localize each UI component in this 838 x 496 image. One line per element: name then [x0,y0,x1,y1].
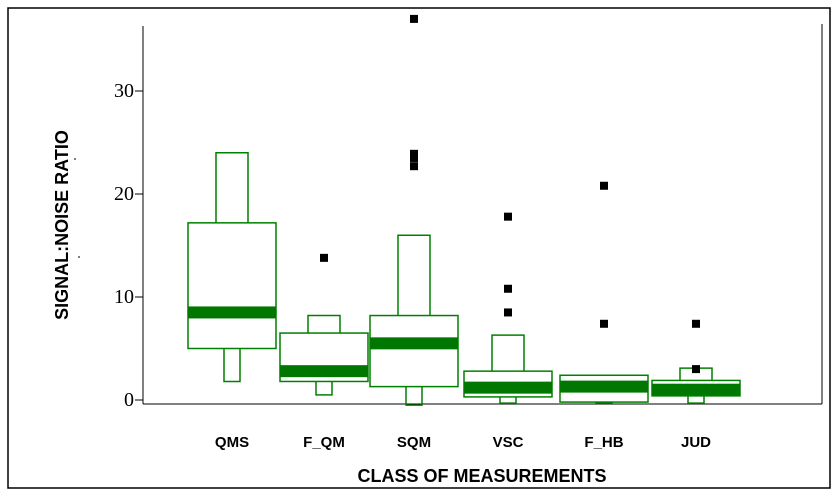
box-jud [651,319,741,404]
outlier-point [692,319,700,328]
category-label: VSC [493,434,524,451]
outlier-point [410,14,418,23]
lower-whisker [499,396,517,404]
upper-whisker [307,314,341,334]
y-tick-label: 20 [114,183,134,205]
boxes [187,14,741,406]
outlier-point [504,308,512,317]
median-bar [280,365,368,378]
box-vsc [463,212,553,404]
lower-whisker [223,348,241,383]
box-sqm [369,14,459,406]
outlier-point [504,284,512,293]
upper-whisker [215,152,249,223]
lower-whisker [405,386,423,406]
category-label: F_QM [303,434,345,451]
category-label: JUD [681,434,711,451]
y-ticks: 0 10 20 30 [114,80,143,411]
category-labels: QMS F_QM SQM VSC F_HB JUD [215,434,711,451]
median-bar [188,306,276,319]
outlier-point [600,181,608,190]
y-tick-label: 10 [114,286,134,308]
outlier-point [600,319,608,328]
y-tick-label: 30 [114,80,134,102]
median-bar [652,383,740,396]
outlier-point [504,212,512,221]
category-label: SQM [397,434,431,451]
category-label: QMS [215,434,249,451]
outlier-point [410,149,418,158]
outlier-point [320,253,328,262]
lower-whisker [687,395,705,404]
median-bar [560,380,648,393]
lower-whisker [315,381,333,396]
box-qms [187,152,277,383]
upper-whisker [491,334,525,372]
outlier-point [692,365,700,374]
outer-border [7,7,831,489]
y-axis-title: SIGNAL:NOISE RATIO [52,130,72,320]
x-axis-title: CLASS OF MEASUREMENTS [357,466,606,486]
y-tick-label: 0 [124,389,134,411]
iqr-box [369,314,459,388]
upper-whisker [397,234,431,316]
median-bar [370,337,458,350]
outlier-point [410,153,418,162]
outlier-point [410,162,418,171]
median-bar [464,381,552,394]
iqr-box [187,222,277,350]
box-f-qm [279,253,369,396]
category-label: F_HB [584,434,623,451]
box-f-hb [559,181,649,404]
